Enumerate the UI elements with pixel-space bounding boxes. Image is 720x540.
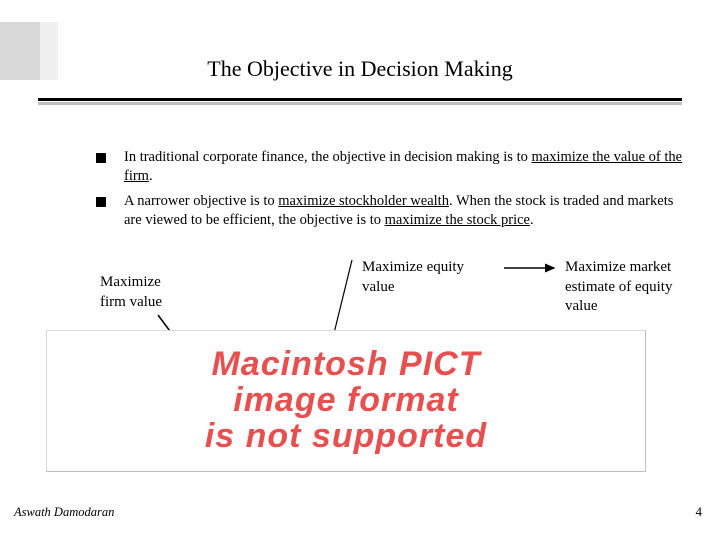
bullet-list: In traditional corporate finance, the ob… <box>96 148 688 237</box>
slide-title: The Objective in Decision Making <box>0 56 720 82</box>
footer-page-number: 4 <box>696 504 703 520</box>
bullet-text: A narrower objective is to maximize stoc… <box>124 192 688 230</box>
divider-line-top <box>38 98 682 101</box>
placeholder-text: image format <box>233 383 459 419</box>
callout-label-equity: Maximize equityvalue <box>362 258 512 297</box>
slide: The Objective in Decision Making In trad… <box>0 0 720 540</box>
callout-label-market: Maximize marketestimate of equityvalue <box>565 258 710 317</box>
unsupported-image-placeholder: Macintosh PICT image format is not suppo… <box>46 330 646 472</box>
bullet-square-icon <box>96 197 106 207</box>
footer-author: Aswath Damodaran <box>14 505 114 520</box>
list-item: A narrower objective is to maximize stoc… <box>96 192 688 230</box>
placeholder-text: is not supported <box>205 419 487 455</box>
placeholder-text: Macintosh PICT <box>211 347 480 383</box>
bullet-square-icon <box>96 153 106 163</box>
divider-line-bottom <box>38 102 682 105</box>
bullet-text: In traditional corporate finance, the ob… <box>124 148 688 186</box>
callout-label-firm: Maximizefirm value <box>100 273 210 312</box>
list-item: In traditional corporate finance, the ob… <box>96 148 688 186</box>
